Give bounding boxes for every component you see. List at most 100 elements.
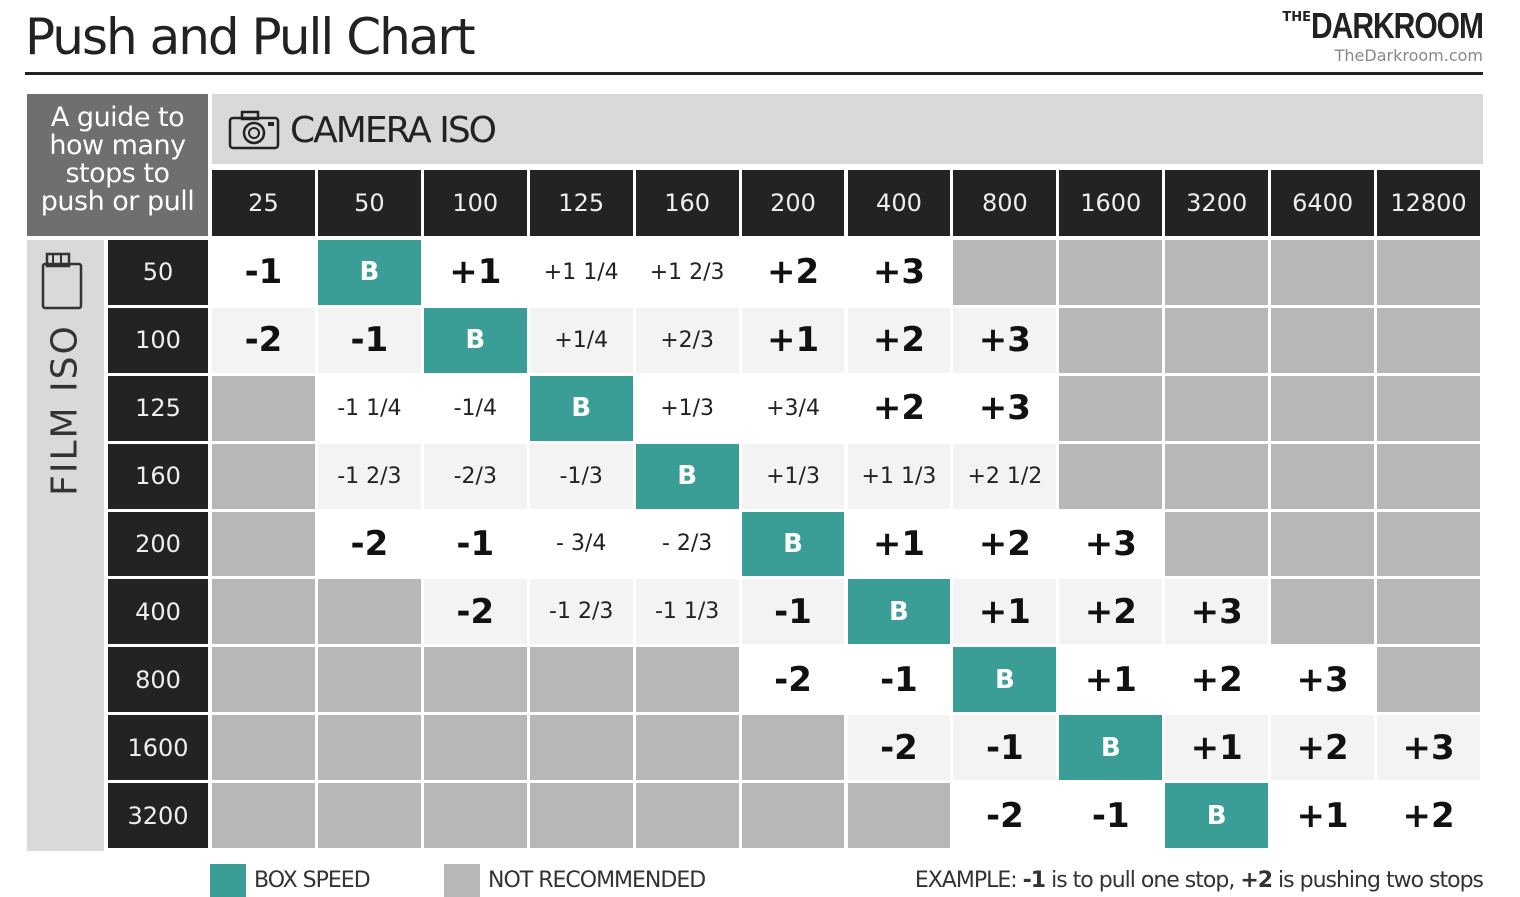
row-group-label: FILM ISO: [44, 324, 86, 496]
not-recommended-cell: [1165, 511, 1269, 577]
stop-cell: +3: [953, 375, 1057, 441]
box-speed-cell: B: [529, 375, 633, 441]
stop-cell: +1: [1059, 647, 1163, 713]
column-group-bar: CAMERA ISO: [212, 94, 1483, 164]
stop-cell: -1: [317, 307, 421, 373]
not-recommended-cell: [1377, 511, 1480, 577]
not-recommended-cell: [1377, 375, 1480, 441]
stop-cell: +1: [847, 511, 951, 577]
not-recommended-cell: [1165, 443, 1269, 509]
corner-line: A guide to: [50, 102, 185, 133]
stop-cell: +2: [847, 307, 951, 373]
not-recommended-cell: [1059, 240, 1163, 305]
row-header: 3200: [108, 783, 208, 848]
example: EXAMPLE: -1 is to pull one stop, +2 is p…: [915, 868, 1484, 893]
stop-cell: -1 2/3: [529, 579, 633, 645]
not-recommended-cell: [423, 647, 527, 713]
not-recommended-cell: [212, 375, 315, 441]
not-recommended-cell: [1271, 307, 1375, 373]
not-recommended-cell: [1165, 375, 1269, 441]
not-recommended-cell: [635, 715, 739, 781]
column-header: 100: [423, 170, 527, 236]
example-part: is pushing two stops: [1272, 868, 1484, 893]
stop-cell: +1/3: [741, 443, 845, 509]
column-header: 400: [847, 170, 951, 236]
not-recommended-cell: [1059, 307, 1163, 373]
corner-line: how many: [49, 130, 186, 161]
stop-cell: -2: [953, 783, 1057, 848]
stop-cell: +1 1/3: [847, 443, 951, 509]
column-group-label: CAMERA ISO: [290, 110, 497, 151]
stop-cell: +2: [741, 240, 845, 305]
stop-cell: -1: [1059, 783, 1163, 848]
not-recommended-cell: [1165, 240, 1269, 305]
legend-label: BOX SPEED: [254, 868, 371, 893]
stop-cell: +1/4: [529, 307, 633, 373]
not-recommended-cell: [212, 783, 315, 848]
stop-cell: - 3/4: [529, 511, 633, 577]
not-recommended-cell: [635, 647, 739, 713]
stop-cell: +1: [423, 240, 527, 305]
stop-cell: -1 1/3: [635, 579, 739, 645]
not-recommended-cell: [1377, 443, 1480, 509]
box-speed-cell: B: [953, 647, 1057, 713]
stop-cell: +2: [1377, 783, 1480, 848]
stop-cell: +2: [953, 511, 1057, 577]
column-header: 200: [741, 170, 845, 236]
not-recommended-cell: [741, 783, 845, 848]
stop-cell: +1: [1271, 783, 1375, 848]
not-recommended-cell: [317, 579, 421, 645]
stop-cell: +3: [953, 307, 1057, 373]
not-recommended-cell: [1377, 240, 1480, 305]
column-header: 50: [317, 170, 421, 236]
stop-cell: -2: [741, 647, 845, 713]
column-header: 1600: [1059, 170, 1163, 236]
stop-cell: +3/4: [741, 375, 845, 441]
box-speed-cell: B: [423, 307, 527, 373]
row-header: 125: [108, 375, 208, 441]
legend-label: NOT RECOMMENDED: [488, 868, 706, 893]
not-recommended-cell: [529, 647, 633, 713]
title: Push and Pull Chart: [25, 8, 476, 66]
legend-swatch: [210, 864, 246, 897]
not-recommended-cell: [529, 783, 633, 848]
stop-cell: -2: [847, 715, 951, 781]
stop-cell: +1 1/4: [529, 240, 633, 305]
box-speed-cell: B: [635, 443, 739, 509]
row-header: 800: [108, 647, 208, 713]
column-header: 125: [529, 170, 633, 236]
stop-cell: -2/3: [423, 443, 527, 509]
not-recommended-cell: [1271, 240, 1375, 305]
corner-line: stops to: [65, 158, 170, 189]
column-header: 25: [212, 170, 315, 236]
box-speed-cell: B: [847, 579, 951, 645]
stop-cell: +2: [1165, 647, 1269, 713]
box-speed-cell: B: [1165, 783, 1269, 848]
stop-cell: -1: [847, 647, 951, 713]
column-header: 12800: [1377, 170, 1480, 236]
not-recommended-cell: [317, 715, 421, 781]
stop-cell: -1: [741, 579, 845, 645]
not-recommended-cell: [1059, 375, 1163, 441]
stop-cell: +1/3: [635, 375, 739, 441]
stop-cell: +3: [1377, 715, 1480, 781]
stop-cell: +3: [1059, 511, 1163, 577]
stop-cell: -1/4: [423, 375, 527, 441]
not-recommended-cell: [212, 647, 315, 713]
example-part: -1: [1022, 868, 1046, 893]
stop-cell: -2: [212, 307, 315, 373]
example-part: is to pull one stop,: [1045, 868, 1241, 893]
not-recommended-cell: [1377, 579, 1480, 645]
column-header: 160: [635, 170, 739, 236]
row-header: 50: [108, 240, 208, 305]
stop-cell: +2: [847, 375, 951, 441]
not-recommended-cell: [317, 647, 421, 713]
stop-cell: +1: [953, 579, 1057, 645]
stop-cell: +1: [1165, 715, 1269, 781]
logo-the: THE: [1282, 10, 1311, 25]
legend-swatch: [444, 864, 480, 897]
not-recommended-cell: [1377, 647, 1480, 713]
stop-cell: +1 2/3: [635, 240, 739, 305]
column-header: 6400: [1271, 170, 1375, 236]
